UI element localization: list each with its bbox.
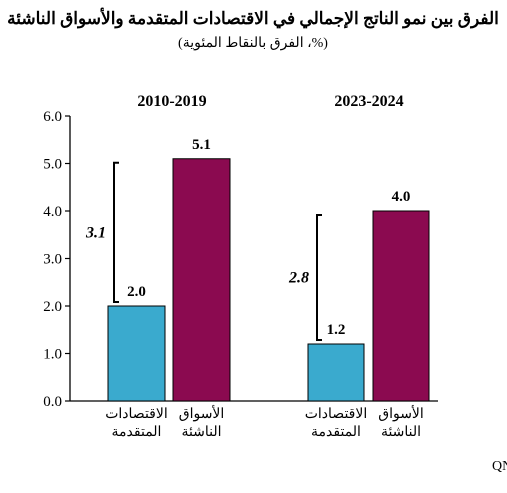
bar bbox=[307, 343, 365, 402]
bar-value-label: 1.2 bbox=[327, 322, 346, 338]
period-label: 2010-2019 bbox=[137, 93, 206, 110]
category-label: الناشئة bbox=[381, 425, 421, 440]
bar bbox=[172, 158, 231, 402]
gap-bracket bbox=[113, 161, 119, 303]
gap-label: 2.8 bbox=[288, 270, 309, 287]
bar-value-label: 4.0 bbox=[392, 189, 411, 205]
category-label: الأسواق bbox=[378, 404, 424, 422]
category-label: المتقدمة bbox=[311, 425, 361, 440]
gap-label: 3.1 bbox=[85, 224, 106, 241]
category-label: الاقتصادات bbox=[305, 407, 368, 422]
bar-group: 2023-2024 1.2 الاقتصادات المتقدمة 4.0 الأسواق… bbox=[288, 93, 430, 440]
y-tick-label: 6.0 bbox=[43, 109, 62, 125]
period-label: 2023-2024 bbox=[334, 93, 403, 110]
bar-value-label: 2.0 bbox=[127, 284, 146, 300]
bar bbox=[107, 305, 166, 402]
chart-subtitle: (%، الفرق بالنقاط المئوية) bbox=[178, 36, 328, 51]
source-note: المصادر: تقرير آفاق الاقتصاد العالمي لصن… bbox=[492, 456, 507, 474]
chart-title: الفرق بين نمو الناتج الإجمالي في الاقتصا… bbox=[7, 7, 499, 29]
y-tick-label: 0.0 bbox=[43, 394, 62, 410]
y-tick-label: 2.0 bbox=[43, 299, 62, 315]
category-label: الناشئة bbox=[181, 425, 221, 440]
y-tick-label: 5.0 bbox=[43, 157, 62, 173]
bar-group: 2010-2019 2.0 الاقتصادات المتقدمة 5.1 الأسواق… bbox=[85, 93, 231, 440]
category-label: المتقدمة bbox=[112, 425, 162, 440]
bar-value-label: 5.1 bbox=[192, 137, 211, 153]
bar-groups: 2010-2019 2.0 الاقتصادات المتقدمة 5.1 الأسواق… bbox=[85, 93, 430, 440]
y-tick-label: 4.0 bbox=[43, 204, 62, 220]
category-label: الأسواق bbox=[179, 404, 225, 422]
bar bbox=[372, 210, 430, 402]
gap-bracket bbox=[316, 214, 322, 341]
y-tick-label: 1.0 bbox=[43, 347, 62, 363]
category-label: الاقتصادات bbox=[105, 407, 168, 422]
y-tick-label: 3.0 bbox=[43, 252, 62, 268]
